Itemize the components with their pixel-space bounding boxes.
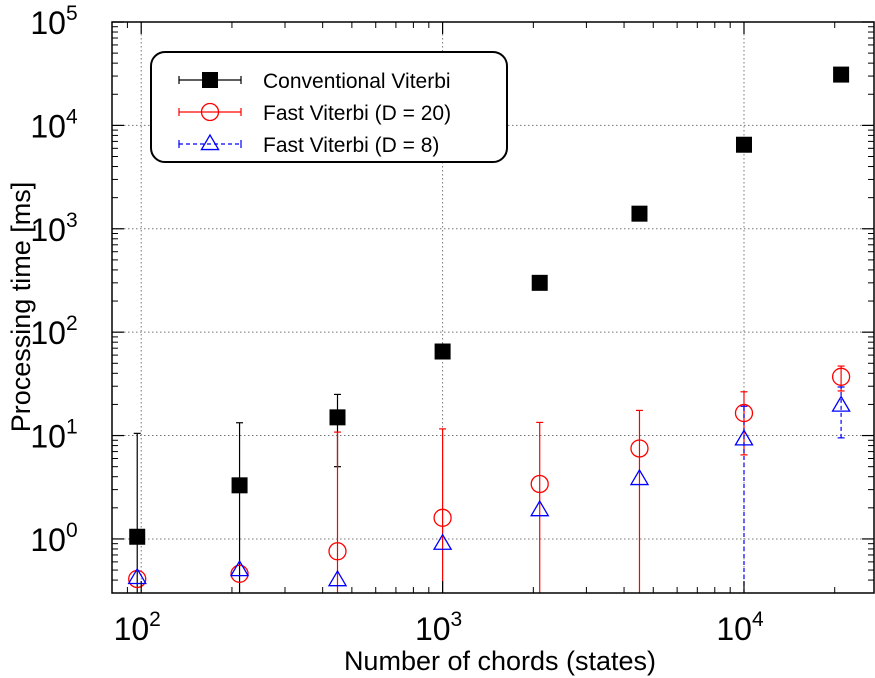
data-markers	[127, 66, 851, 589]
data-point-series-2	[127, 567, 147, 585]
x-tick-label: 102	[114, 608, 161, 647]
y-tick-label: 105	[30, 2, 77, 41]
data-point-series-0	[329, 409, 346, 426]
data-point-series-1	[630, 439, 649, 458]
y-axis-title: Processing time [ms]	[6, 182, 36, 433]
tick-labels: 102 103 104 100 101 102 103 104 105	[30, 2, 764, 647]
data-point-series-2	[229, 559, 250, 577]
legend-label-1: Fast Viterbi (D = 20)	[263, 102, 451, 125]
legend-label-0: Conventional Viterbi	[263, 70, 451, 93]
legend-marker-2	[200, 133, 220, 151]
data-point-series-0	[231, 477, 248, 494]
data-point-series-0	[833, 66, 850, 83]
data-point-series-1	[530, 474, 549, 494]
y-tick-label: 101	[30, 416, 77, 455]
data-point-series-2	[831, 395, 851, 412]
data-point-series-2	[327, 569, 348, 587]
data-point-series-1	[328, 542, 347, 561]
data-point-series-1	[831, 367, 851, 386]
x-tick-label: 103	[415, 608, 462, 647]
data-point-series-0	[531, 274, 548, 291]
data-point-series-1	[433, 508, 452, 527]
legend: Conventional Viterbi Fast Viterbi (D = 20…	[150, 51, 508, 163]
data-point-series-1	[734, 403, 754, 423]
plot-frame	[111, 21, 875, 594]
y-tick-label: 104	[30, 105, 78, 144]
y-tick-label: 103	[30, 209, 77, 248]
x-tick-label: 104	[716, 608, 764, 647]
y-tick-label: 100	[30, 519, 77, 558]
axis-ticks	[112, 21, 874, 594]
legend-label-2: Fast Viterbi (D = 8)	[263, 134, 439, 157]
legend-marker-0	[202, 72, 218, 88]
data-point-series-2	[432, 533, 453, 550]
data-point-series-0	[434, 343, 451, 360]
data-point-series-0	[735, 136, 752, 153]
data-point-series-2	[629, 468, 650, 486]
data-point-series-2	[530, 499, 550, 517]
data-point-series-0	[129, 528, 146, 545]
data-point-series-1	[128, 569, 147, 589]
legend-marker-1	[200, 102, 220, 122]
y-tick-label: 102	[30, 312, 77, 351]
data-point-series-2	[734, 429, 754, 446]
error-bars	[133, 365, 845, 593]
x-axis-title: Number of chords (states)	[344, 646, 656, 676]
data-point-series-0	[631, 205, 648, 222]
data-point-series-1	[230, 564, 249, 583]
